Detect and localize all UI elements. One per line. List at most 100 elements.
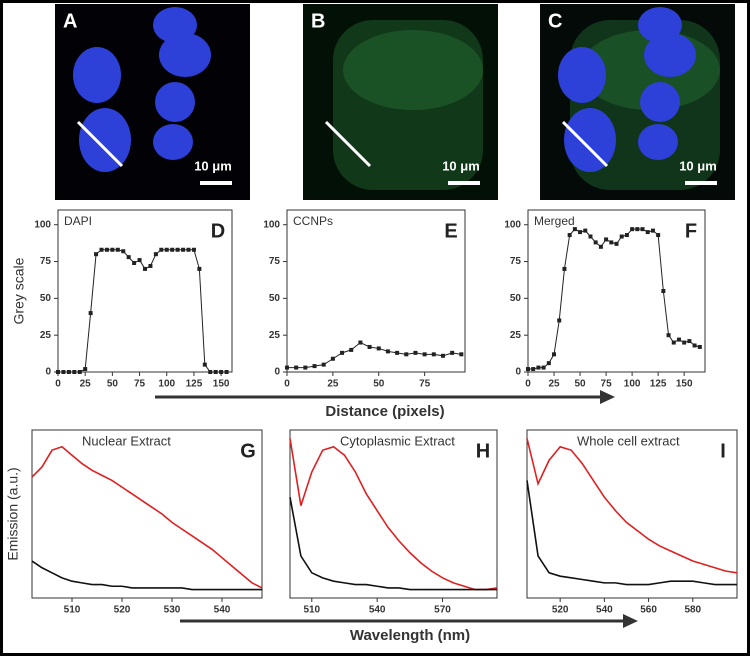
- scale-bar: [685, 181, 717, 185]
- data-point: [83, 367, 88, 372]
- data-point: [213, 370, 218, 374]
- micrograph: [55, 4, 250, 200]
- data-point: [593, 240, 598, 245]
- data-point: [650, 228, 655, 233]
- nucleus: [564, 108, 616, 172]
- x-tick-label: 25: [80, 379, 92, 390]
- data-point: [619, 234, 624, 239]
- data-point: [583, 228, 588, 233]
- nucleus: [159, 33, 211, 77]
- data-point: [132, 261, 137, 266]
- data-point: [431, 352, 436, 357]
- nucleus: [155, 82, 195, 122]
- y-tick-label: 100: [263, 219, 280, 230]
- x-tick-label: 540: [369, 605, 386, 616]
- data-point: [66, 370, 71, 374]
- data-point: [614, 241, 619, 246]
- data-point: [148, 263, 153, 268]
- data-point: [376, 346, 381, 351]
- y-tick-label: 75: [269, 256, 281, 267]
- scale-bar-label: 10 μm: [194, 158, 232, 173]
- data-point: [422, 352, 427, 357]
- data-point: [285, 365, 289, 370]
- x-tick-label: 150: [676, 379, 693, 390]
- plot-frame: [526, 429, 738, 599]
- plot-frame: [527, 209, 706, 373]
- data-point: [692, 343, 697, 348]
- data-line: [528, 228, 700, 370]
- data-point: [395, 350, 400, 355]
- data-point: [661, 289, 666, 293]
- plot-frame: [31, 429, 263, 599]
- data-point: [99, 247, 104, 252]
- data-point: [88, 311, 93, 316]
- data-point: [552, 352, 557, 357]
- data-point: [77, 370, 82, 374]
- data-point: [56, 370, 60, 374]
- x-tick-label: 0: [284, 379, 290, 390]
- y-tick-label: 0: [274, 367, 280, 378]
- nucleus: [644, 33, 696, 77]
- data-point: [181, 247, 186, 252]
- y-tick-label: 100: [504, 219, 521, 230]
- panel-letter: G: [240, 440, 256, 462]
- x-tick-label: 100: [624, 379, 641, 390]
- data-point: [110, 247, 115, 252]
- data-point: [137, 258, 142, 263]
- data-point: [219, 370, 224, 374]
- y-tick-label: 75: [510, 256, 522, 267]
- data-line: [526, 480, 737, 586]
- data-point: [312, 364, 317, 369]
- data-point: [186, 247, 191, 252]
- y-tick-label: 25: [269, 330, 281, 341]
- data-point: [413, 350, 418, 355]
- x-tick-label: 50: [574, 379, 586, 390]
- data-point: [170, 247, 175, 252]
- x-tick-label: 100: [158, 379, 175, 390]
- y-tick-label: 50: [40, 293, 52, 304]
- y-tick-label: 50: [269, 293, 281, 304]
- axis-label: Wavelength (nm): [350, 627, 470, 644]
- data-point: [224, 370, 229, 374]
- chart-title: Nuclear Extract: [82, 433, 171, 448]
- x-tick-label: 530: [164, 605, 181, 616]
- data-point: [94, 252, 99, 257]
- data-point: [645, 230, 650, 235]
- stain-haze: [333, 20, 483, 190]
- x-tick-label: 540: [214, 605, 231, 616]
- data-point: [191, 247, 196, 252]
- nucleus: [153, 7, 197, 43]
- data-point: [197, 266, 202, 271]
- data-point: [635, 227, 640, 232]
- data-point: [531, 367, 536, 372]
- data-line: [31, 560, 262, 591]
- data-point: [459, 352, 464, 357]
- data-point: [330, 356, 335, 361]
- panel-label: B: [311, 10, 325, 32]
- data-point: [572, 227, 577, 232]
- x-tick-label: 50: [107, 379, 119, 390]
- panel-label: C: [548, 10, 562, 32]
- scale-bar: [200, 181, 232, 185]
- data-point: [367, 344, 372, 349]
- x-tick-label: 75: [134, 379, 146, 390]
- x-tick-label: 150: [213, 379, 230, 390]
- data-point: [567, 233, 572, 238]
- data-point: [164, 247, 169, 252]
- panel-letter: E: [444, 220, 457, 242]
- x-tick-label: 580: [684, 605, 701, 616]
- data-line: [31, 445, 263, 589]
- nucleus: [638, 124, 678, 160]
- plot-frame: [286, 209, 466, 373]
- chart-title: Whole cell extract: [577, 433, 680, 448]
- chart-title: Cytoplasmic Extract: [340, 433, 455, 448]
- x-tick-label: 50: [373, 379, 385, 390]
- data-point: [61, 370, 66, 374]
- x-tick-label: 0: [55, 379, 61, 390]
- nucleus: [558, 47, 606, 103]
- data-point: [104, 247, 109, 252]
- nucleus: [153, 124, 193, 160]
- data-point: [72, 370, 77, 374]
- x-tick-label: 560: [640, 605, 657, 616]
